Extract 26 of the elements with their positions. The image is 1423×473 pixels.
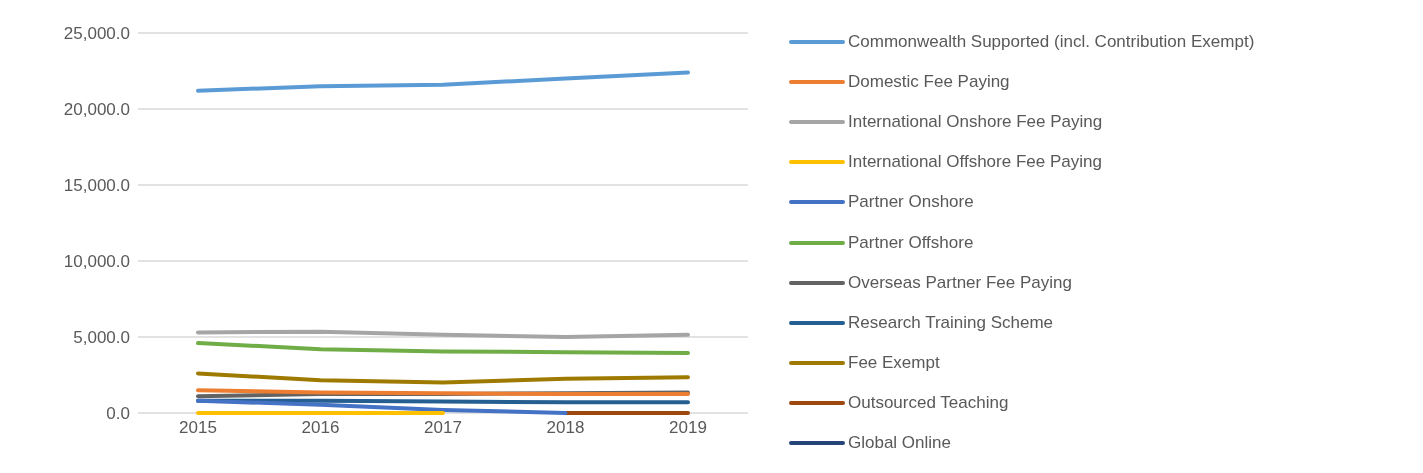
y-tick-label: 25,000.0 — [63, 24, 130, 44]
x-tick-label: 2015 — [179, 418, 217, 438]
legend-label: Commonwealth Supported (incl. Contribution Exempt) — [848, 32, 1255, 53]
x-tick-label: 2018 — [546, 418, 585, 438]
legend-label: Global Online — [848, 432, 952, 453]
x-tick-label: 2016 — [301, 418, 340, 438]
y-tick-label: 15,000.0 — [63, 176, 130, 196]
line-series — [196, 341, 690, 355]
legend-label: Domestic Fee Paying — [848, 72, 1010, 93]
y-tick-label: 10,000.0 — [63, 252, 130, 272]
y-tick-label: 0.0 — [106, 404, 130, 424]
line-series — [196, 70, 690, 93]
x-tick-label: 2019 — [669, 418, 707, 438]
legend-label: Partner Onshore — [848, 192, 974, 213]
legend-label: Fee Exempt — [848, 352, 940, 373]
legend-label: Outsourced Teaching — [848, 392, 1009, 413]
line-series — [196, 398, 568, 415]
line-series — [196, 371, 690, 385]
x-tick-label: 2017 — [424, 418, 462, 438]
y-tick-label: 5,000.0 — [73, 328, 130, 348]
legend-label: Research Training Scheme — [848, 312, 1054, 333]
y-tick-label: 20,000.0 — [63, 100, 130, 120]
legend-label: International Offshore Fee Paying — [848, 152, 1102, 173]
legend-label: Overseas Partner Fee Paying — [848, 272, 1072, 293]
legend-label: Partner Offshore — [848, 232, 974, 253]
legend-label: International Onshore Fee Paying — [848, 112, 1103, 133]
